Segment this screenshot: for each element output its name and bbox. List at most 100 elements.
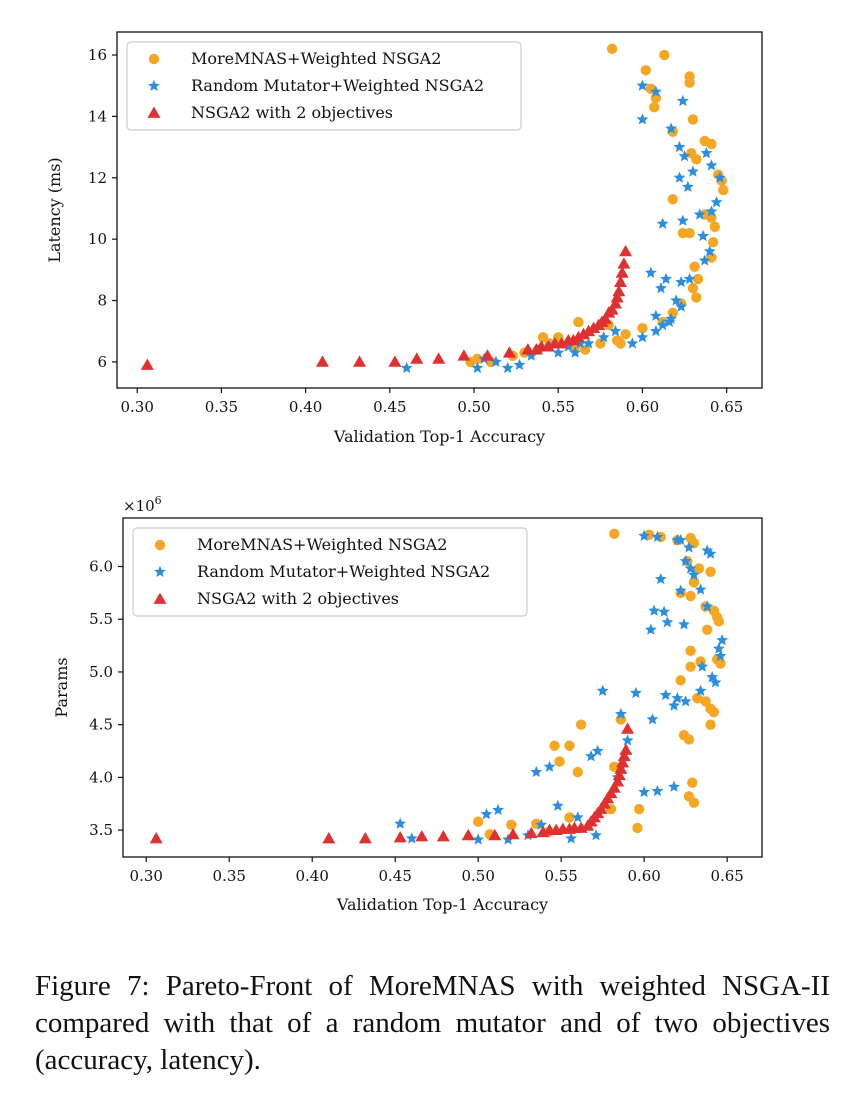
series-circle-group <box>465 43 729 368</box>
data-point-triangle <box>529 343 543 355</box>
data-point-star <box>683 272 696 285</box>
data-point-circle <box>633 803 645 815</box>
data-point-circle <box>575 719 587 730</box>
legend-triangle-icon <box>147 106 161 118</box>
data-point-star <box>525 349 538 361</box>
data-point-triangle <box>388 355 402 367</box>
latency-scatter-plot: 0.30 0.35 0.40 0.45 0.50 0.55 0.60 0.65 6 8 10 12 14… <box>45 31 763 446</box>
y-tick-label: 10 <box>88 230 107 248</box>
y-tick-label: 3.5 <box>89 821 113 839</box>
data-point-star <box>668 780 680 792</box>
y-tick-label: 14 <box>88 107 107 125</box>
data-point-star <box>629 686 642 699</box>
data-point-circle <box>573 316 584 328</box>
series-star-group <box>394 529 729 845</box>
data-point-triangle <box>457 349 471 361</box>
data-point-circle <box>691 292 702 303</box>
data-point-triangle <box>576 327 590 340</box>
data-point-star <box>651 530 664 542</box>
y-tick-label: 5.0 <box>89 663 113 681</box>
legend-star-icon <box>148 79 160 92</box>
data-point-star <box>654 572 667 585</box>
data-point-star <box>394 817 407 829</box>
figure-caption: Figure 7: Pareto-Front of MoreMNAS with … <box>35 970 830 1076</box>
x-tick-label: 0.45 <box>378 867 411 885</box>
data-point-star <box>582 337 595 349</box>
data-point-star <box>638 529 651 541</box>
y-tick-label: 4.5 <box>89 716 113 734</box>
data-point-circle <box>606 43 618 55</box>
data-point-circle <box>472 816 484 827</box>
data-point-triangle <box>353 355 367 367</box>
data-point-circle <box>595 338 606 349</box>
legend-circle-icon <box>154 539 166 551</box>
x-tick-label: 0.45 <box>373 398 406 416</box>
legend-box <box>126 41 522 131</box>
data-point-star <box>571 811 584 823</box>
data-point-triangle <box>611 775 625 787</box>
data-point-star <box>712 642 725 654</box>
data-point-circle <box>706 138 717 150</box>
data-point-star <box>705 159 718 171</box>
data-point-circle <box>688 797 700 808</box>
data-point-circle <box>692 273 704 285</box>
data-point-star <box>700 147 713 159</box>
data-point-star <box>472 833 485 845</box>
data-point-star <box>501 361 514 374</box>
data-point-circle <box>637 322 648 334</box>
offset-base: ×10 <box>123 497 155 515</box>
data-point-star <box>696 660 709 672</box>
x-tick-label: 0.50 <box>461 867 494 885</box>
data-point-star <box>693 208 706 220</box>
data-point-star <box>405 832 418 844</box>
data-point-triangle <box>322 832 336 844</box>
x-tick-label: 0.35 <box>205 398 238 416</box>
data-point-star <box>674 533 687 546</box>
chart-legend: MoreMNAS+Weighted NSGA2 Random Mutator+We… <box>132 527 528 617</box>
legend-star-icon <box>154 565 166 578</box>
data-point-star <box>480 808 493 820</box>
series-triangle-group <box>149 722 635 844</box>
data-point-star <box>585 750 597 762</box>
series-triangle-group <box>140 244 633 370</box>
data-point-star <box>705 205 718 217</box>
data-point-star <box>513 358 526 370</box>
data-point-triangle <box>432 352 446 364</box>
data-point-star <box>650 325 662 337</box>
data-point-star <box>701 600 714 612</box>
data-point-circle <box>705 719 716 730</box>
data-point-circle <box>700 696 711 707</box>
data-point-star <box>694 684 707 696</box>
x-tick-label: 0.55 <box>542 398 575 416</box>
data-point-triangle <box>566 333 580 346</box>
data-point-triangle <box>615 266 629 278</box>
data-point-triangle <box>488 828 502 841</box>
data-point-star <box>636 113 649 125</box>
data-point-circle <box>675 675 686 686</box>
data-point-star <box>490 355 502 367</box>
data-point-star <box>650 85 662 97</box>
data-point-circle <box>506 819 517 831</box>
data-point-star <box>646 713 659 725</box>
data-point-triangle <box>393 830 407 843</box>
data-point-triangle <box>610 290 624 303</box>
legend-entry-label: NSGA2 with 2 objectives <box>197 589 399 608</box>
data-point-star <box>694 583 707 595</box>
data-point-triangle <box>617 749 631 762</box>
data-point-star <box>660 272 672 285</box>
data-point-triangle <box>410 352 424 364</box>
data-point-circle <box>659 49 670 61</box>
legend-entry-label: NSGA2 with 2 objectives <box>191 103 393 122</box>
data-point-star <box>714 171 726 183</box>
data-point-circle <box>667 307 678 319</box>
data-point-circle <box>718 184 729 196</box>
legend-triangle-icon <box>153 592 167 604</box>
data-point-star <box>683 541 695 553</box>
data-point-star <box>688 568 700 580</box>
y-axis-label: Params <box>52 657 71 717</box>
data-point-triangle <box>607 781 621 793</box>
data-point-star <box>661 616 674 628</box>
data-point-circle <box>692 693 703 704</box>
data-point-circle <box>632 822 643 834</box>
data-point-triangle <box>582 324 596 337</box>
